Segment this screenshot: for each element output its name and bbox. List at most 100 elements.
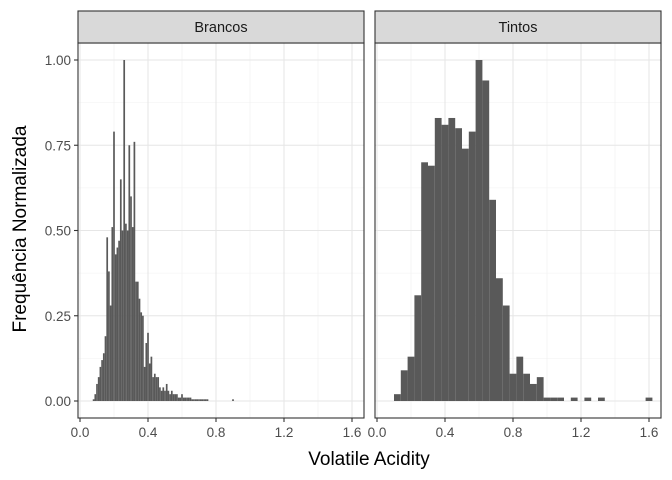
panels-layer: Brancos 0.0 0.4 0.8 1.2 1.6 Tintos 0.0 0.4 0.8 1.2… <box>45 10 662 440</box>
histogram-bar <box>128 145 131 401</box>
histogram-bar <box>428 165 435 401</box>
x-tick-label: 0.4 <box>436 425 455 440</box>
histogram-bar <box>414 295 422 401</box>
histogram-bar <box>482 80 490 402</box>
histogram-bar <box>94 394 97 401</box>
histogram-bar <box>114 254 117 401</box>
histogram-bar <box>101 360 103 401</box>
histogram-bar <box>645 397 653 401</box>
x-tick-label: 0.8 <box>504 425 523 440</box>
histogram-bar <box>584 397 592 401</box>
histogram-bar <box>104 336 107 401</box>
histogram-bar <box>184 397 187 401</box>
histogram-bar <box>176 394 178 401</box>
histogram-bar <box>108 271 110 401</box>
facet-strip <box>374 10 662 44</box>
x-tick-label: 0.8 <box>207 425 226 440</box>
histogram-bar <box>169 394 171 401</box>
histogram-bar <box>148 363 151 401</box>
histogram-bar <box>99 366 102 401</box>
facet-strip-label: Brancos <box>194 20 247 36</box>
y-tick-label: 0.00 <box>45 394 71 409</box>
histogram-bar <box>135 281 137 401</box>
y-tick-label: 0.75 <box>45 138 71 153</box>
histogram-bar <box>143 366 146 401</box>
histogram-bar <box>536 377 544 401</box>
histogram-bar <box>96 383 98 401</box>
histogram-bar <box>121 230 124 401</box>
histogram-bar <box>201 399 204 401</box>
histogram-bar <box>136 281 139 401</box>
histogram-bar <box>162 387 165 401</box>
histogram-bar <box>407 356 415 401</box>
histogram-bar <box>455 128 462 401</box>
histogram-bar <box>167 390 170 401</box>
histogram-bar <box>400 370 408 401</box>
y-axis-title: Frequência Normalizada <box>10 125 31 332</box>
histogram-bar <box>109 305 112 401</box>
histogram-bar <box>509 373 517 401</box>
histogram-bar <box>421 162 428 401</box>
histogram-bar <box>475 60 483 401</box>
histogram-bar <box>189 397 192 401</box>
histogram-bar <box>530 383 537 401</box>
histogram-bar <box>199 399 202 401</box>
histogram-bar <box>157 377 160 401</box>
histogram-bar <box>196 399 199 401</box>
histogram-bar <box>125 223 127 401</box>
histogram-bar <box>172 394 175 401</box>
histogram-bar <box>193 399 195 401</box>
y-tick-label: 0.25 <box>45 309 71 324</box>
facet-panel-brancos: Brancos 0.0 0.4 0.8 1.2 1.6 <box>71 10 365 440</box>
histogram-bar <box>557 397 564 401</box>
histogram-bar <box>191 399 194 401</box>
histogram-bar <box>550 397 558 401</box>
histogram-bar <box>502 305 510 401</box>
x-tick-label: 1.6 <box>343 425 362 440</box>
facet-strip <box>77 10 365 44</box>
histogram-bar <box>232 399 234 401</box>
histogram-bar <box>113 131 115 402</box>
facet-strip-label: Tintos <box>499 20 538 36</box>
histogram-bar <box>182 397 185 401</box>
histogram-bar <box>118 240 120 401</box>
histogram-bar <box>155 377 158 401</box>
y-tick-label: 0.50 <box>45 224 71 239</box>
histogram-bar <box>489 199 496 401</box>
x-axis-title: Volatile Acidity <box>308 449 430 470</box>
histogram-bar <box>177 397 180 401</box>
histogram-bar <box>131 227 134 401</box>
histogram-bar <box>159 387 161 401</box>
histogram-bar <box>138 298 141 401</box>
histogram-bar <box>394 394 401 401</box>
histogram-bar <box>203 399 205 401</box>
histogram-bar <box>164 390 166 401</box>
histogram-bar <box>92 399 95 401</box>
histogram-bar <box>598 397 605 401</box>
histogram-bar <box>441 124 449 401</box>
histogram-bar <box>116 247 119 401</box>
histogram-bar <box>140 312 143 401</box>
histogram-bar <box>468 131 476 402</box>
x-tick-label: 0.0 <box>368 425 387 440</box>
y-tick-label: 1.00 <box>45 53 71 68</box>
histogram-bar <box>496 278 503 401</box>
histogram-bar <box>543 397 551 401</box>
histogram-bar <box>462 148 469 401</box>
histogram-bar <box>448 117 456 401</box>
histogram-bar <box>523 373 530 401</box>
histogram-bar <box>142 315 144 401</box>
histogram-bar <box>152 377 154 401</box>
histogram-bar <box>111 227 114 401</box>
histogram-bar <box>179 397 182 401</box>
histogram-bar <box>198 399 200 401</box>
x-tick-label: 1.2 <box>572 425 591 440</box>
histogram-bar <box>516 356 524 401</box>
histogram-bar <box>133 141 136 401</box>
histogram-bar <box>102 353 105 401</box>
histogram-bar <box>147 332 149 401</box>
x-tick-label: 0.0 <box>71 425 90 440</box>
histogram-bar <box>97 377 100 401</box>
x-tick-label: 1.2 <box>275 425 294 440</box>
